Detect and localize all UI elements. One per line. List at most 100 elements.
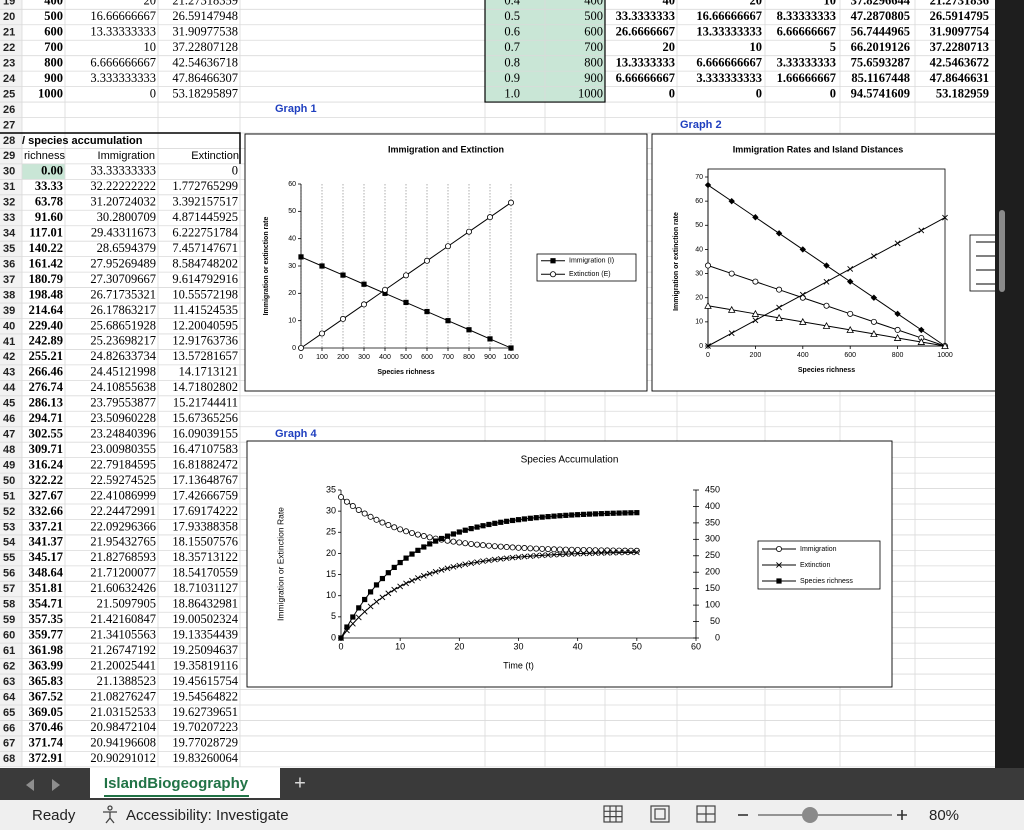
- cell: 23.00980355: [90, 442, 156, 456]
- cell: 42.5463672: [930, 55, 989, 69]
- cell: 21.42160847: [90, 612, 156, 626]
- data-point: [379, 575, 386, 582]
- x-tick-label: 200: [337, 354, 349, 361]
- y-tick-label: 50: [288, 208, 296, 215]
- data-point: [297, 344, 304, 351]
- data-point: [497, 555, 504, 562]
- cell: 369.05: [29, 705, 63, 719]
- data-point: [485, 542, 492, 549]
- data-point: [427, 541, 433, 547]
- data-point: [426, 570, 433, 577]
- cell: 800: [44, 55, 63, 69]
- zoom-level[interactable]: 80%: [929, 807, 959, 824]
- cell: 0.4: [504, 0, 520, 8]
- data-point: [941, 342, 949, 350]
- cell: 16.66666667: [696, 9, 762, 23]
- cell: 30.2800709: [97, 210, 156, 224]
- cell: 0.7: [504, 40, 520, 54]
- row-number: 45: [3, 398, 15, 410]
- y-tick-label: 15: [326, 569, 336, 579]
- cell: 21.08276247: [90, 689, 156, 703]
- cell: 0: [669, 86, 675, 100]
- cell: 20: [663, 40, 676, 54]
- data-point: [487, 336, 493, 342]
- data-point: [870, 294, 878, 301]
- data-point: [408, 530, 415, 537]
- data-point: [504, 518, 510, 524]
- data-point: [527, 545, 534, 552]
- cell: 22.09296366: [90, 519, 156, 533]
- cell: 22.79184595: [90, 457, 156, 471]
- cell: 21.60632426: [90, 581, 156, 595]
- data-point: [438, 535, 445, 542]
- data-point: [424, 308, 430, 315]
- cell: 359.77: [29, 627, 63, 641]
- data-point: [491, 543, 498, 550]
- y-axis-label: Immigration or extinction rate: [673, 212, 680, 311]
- accessibility-icon[interactable]: [103, 805, 117, 824]
- data-point: [509, 517, 516, 524]
- data-point: [444, 243, 451, 250]
- data-point: [704, 181, 712, 189]
- data-point: [557, 513, 563, 519]
- data-point: [533, 545, 540, 552]
- sheet-tab[interactable]: [90, 768, 280, 798]
- data-point: [462, 561, 469, 568]
- cell: 367.52: [29, 689, 63, 703]
- legend-label: Extinction: [800, 562, 830, 569]
- data-point: [893, 334, 902, 341]
- y-tick-label: 40: [695, 246, 703, 253]
- data-point: [485, 557, 492, 564]
- page-break-button[interactable]: [696, 805, 716, 823]
- cell: 3.33333333: [777, 55, 836, 69]
- data-point: [728, 197, 735, 205]
- vertical-scrollbar[interactable]: [995, 0, 1024, 768]
- cell: 18.54170559: [172, 566, 238, 580]
- data-point: [444, 533, 451, 539]
- data-point: [776, 304, 783, 311]
- prev-sheet-arrow[interactable]: [26, 779, 34, 791]
- row-number: 46: [3, 413, 15, 425]
- y2-tick-label: 150: [705, 583, 720, 593]
- accessibility-status[interactable]: Accessibility: Investigate: [126, 807, 289, 824]
- cell: 47.2870805: [851, 9, 910, 23]
- cell: 229.40: [29, 318, 63, 332]
- data-point: [402, 272, 409, 279]
- row-number: 60: [3, 630, 15, 642]
- data-point: [633, 549, 640, 556]
- data-point: [539, 514, 545, 520]
- cell: 0: [150, 86, 156, 100]
- row-number: 30: [3, 166, 15, 178]
- y2-tick-label: 50: [710, 616, 720, 626]
- cell: 19.25094637: [172, 643, 238, 657]
- data-point: [574, 546, 581, 553]
- cell: 302.55: [29, 426, 63, 440]
- cell: 180.79: [29, 272, 63, 286]
- row-number: 67: [3, 738, 15, 750]
- cell: 6.666666667: [90, 55, 156, 69]
- row-number: 51: [3, 490, 15, 502]
- y2-tick-label: 200: [705, 567, 720, 577]
- cell: 21.2731836: [930, 0, 989, 8]
- data-point: [598, 550, 605, 556]
- cell: 17.93388358: [172, 519, 238, 533]
- row-number: 33: [3, 212, 15, 224]
- cell: 6.666666667: [696, 55, 762, 69]
- zoom-slider-knob[interactable]: [802, 807, 818, 823]
- cell: 348.64: [29, 566, 64, 580]
- add-sheet-button[interactable]: +: [294, 772, 306, 794]
- data-point: [521, 516, 528, 522]
- data-point: [433, 538, 439, 544]
- cell: 94.5741609: [851, 86, 910, 100]
- data-point: [362, 596, 368, 603]
- row-number: 19: [3, 0, 15, 8]
- data-point: [403, 299, 409, 306]
- data-point: [474, 559, 481, 566]
- normal-view-button[interactable]: [603, 805, 623, 823]
- sheet-tab-label[interactable]: IslandBiogeography: [104, 775, 249, 792]
- zoom-in-button[interactable]: [897, 810, 907, 820]
- scroll-thumb[interactable]: [999, 210, 1005, 292]
- page-layout-button[interactable]: [650, 805, 670, 823]
- next-sheet-arrow[interactable]: [52, 779, 60, 791]
